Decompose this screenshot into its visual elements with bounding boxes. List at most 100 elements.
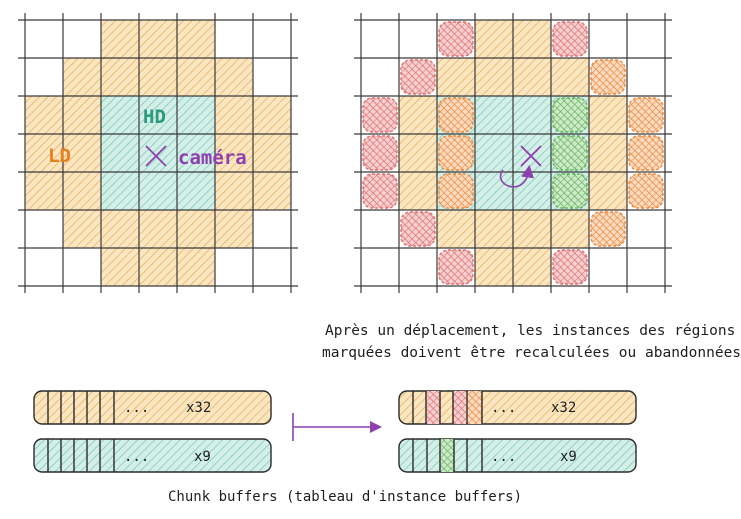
ld-buffer-before: ... x32 xyxy=(33,390,272,425)
buffers-after: ... x32 ... x9 xyxy=(398,390,637,473)
ld-cell xyxy=(214,57,254,97)
right-grid-lines xyxy=(354,13,672,293)
ld-cell xyxy=(62,171,102,211)
ld-cell xyxy=(474,209,514,249)
hd-label: HD xyxy=(143,106,166,128)
right-grid xyxy=(354,13,672,293)
hd-cell xyxy=(512,171,552,211)
camera-marker xyxy=(145,145,167,167)
green-marked-cell xyxy=(552,97,588,133)
ld-cell xyxy=(214,209,254,249)
ld-cell xyxy=(138,19,178,59)
hd-cell xyxy=(138,95,178,135)
hd-cell xyxy=(100,95,140,135)
orange-marked-cell xyxy=(438,135,474,171)
ld-buffer-dots: ... xyxy=(124,400,149,416)
ld-cell xyxy=(588,171,628,211)
ld-cell xyxy=(138,247,178,287)
ld-cell xyxy=(100,57,140,97)
orange-marked-cell xyxy=(628,97,664,133)
ld-cell xyxy=(436,57,476,97)
ld-cell xyxy=(214,95,254,135)
ld-cell xyxy=(512,19,552,59)
ld-cell xyxy=(398,171,438,211)
red-marked-cell xyxy=(400,211,436,247)
red-marked-cell xyxy=(362,135,398,171)
hd-cell xyxy=(512,95,552,135)
hd-cell xyxy=(176,133,216,173)
bottom-caption: Chunk buffers (tableau d'instance buffer… xyxy=(168,489,522,505)
left-grid-lines xyxy=(18,13,298,293)
orange-marked-cell xyxy=(438,173,474,209)
ld-cell xyxy=(550,209,590,249)
camera-label: caméra xyxy=(178,147,247,169)
camera-marker-moved xyxy=(520,145,542,167)
ld-buffer-after-dots: ... xyxy=(491,400,516,416)
hd-cell xyxy=(474,133,514,173)
left-grid: HD LD caméra xyxy=(18,13,298,293)
ld-cell xyxy=(588,133,628,173)
green-marked-cell xyxy=(552,173,588,209)
red-marked-cell xyxy=(552,21,588,57)
orange-marked-cell xyxy=(628,135,664,171)
hd-buffer-after-count: x9 xyxy=(560,449,577,465)
transition-arrow xyxy=(292,413,382,441)
orange-marked-cell xyxy=(590,211,626,247)
ld-cell xyxy=(398,95,438,135)
ld-cell xyxy=(252,171,292,211)
ld-cell xyxy=(474,57,514,97)
red-marked-cell xyxy=(362,97,398,133)
ld-cell xyxy=(176,247,216,287)
green-marked-cell xyxy=(552,135,588,171)
hd-buffer-dots: ... xyxy=(124,449,149,465)
ld-cell xyxy=(512,209,552,249)
camera-move-arrow xyxy=(499,164,534,188)
ld-cell xyxy=(62,57,102,97)
right-grid-cells xyxy=(362,19,664,287)
ld-cell xyxy=(100,19,140,59)
hd-cell xyxy=(138,171,178,211)
hd-buffer-before: ... x9 xyxy=(33,438,272,473)
caption-line-1: Après un déplacement, les instances des … xyxy=(325,323,735,339)
hd-buffer-after: ... x9 xyxy=(398,438,637,473)
hd-cell xyxy=(474,171,514,211)
buffers-before: ... x32 ... x9 xyxy=(33,390,272,473)
orange-marked-cell xyxy=(628,173,664,209)
ld-cell xyxy=(252,95,292,135)
hd-cell xyxy=(100,171,140,211)
ld-cell xyxy=(512,247,552,287)
orange-marked-cell xyxy=(438,97,474,133)
hd-buffer-count: x9 xyxy=(194,449,211,465)
red-marked-cell xyxy=(552,249,588,285)
ld-cell xyxy=(214,171,254,211)
hd-cell xyxy=(176,95,216,135)
ld-cell xyxy=(398,133,438,173)
hd-cell xyxy=(474,95,514,135)
ld-cell xyxy=(100,247,140,287)
ld-cell xyxy=(512,57,552,97)
hd-cell xyxy=(176,171,216,211)
caption-line-2: marquées doivent être recalculées ou aba… xyxy=(322,345,741,361)
ld-cell xyxy=(138,209,178,249)
ld-cell xyxy=(100,209,140,249)
red-marked-cell xyxy=(438,249,474,285)
ld-cell xyxy=(24,95,64,135)
ld-cell xyxy=(214,133,254,173)
ld-cell xyxy=(138,57,178,97)
ld-label: LD xyxy=(48,145,71,167)
hd-cell xyxy=(100,133,140,173)
red-marked-cell xyxy=(400,59,436,95)
ld-cell xyxy=(252,133,292,173)
red-marked-cell xyxy=(438,21,474,57)
ld-cell xyxy=(176,57,216,97)
ld-cell xyxy=(550,57,590,97)
hd-cell xyxy=(512,133,552,173)
ld-cell xyxy=(474,19,514,59)
red-marked-cell xyxy=(362,173,398,209)
ld-cell xyxy=(176,209,216,249)
ld-buffer-after-count: x32 xyxy=(551,400,576,416)
ld-cell xyxy=(62,209,102,249)
ld-cell xyxy=(176,19,216,59)
ld-buffer-count: x32 xyxy=(186,400,211,416)
